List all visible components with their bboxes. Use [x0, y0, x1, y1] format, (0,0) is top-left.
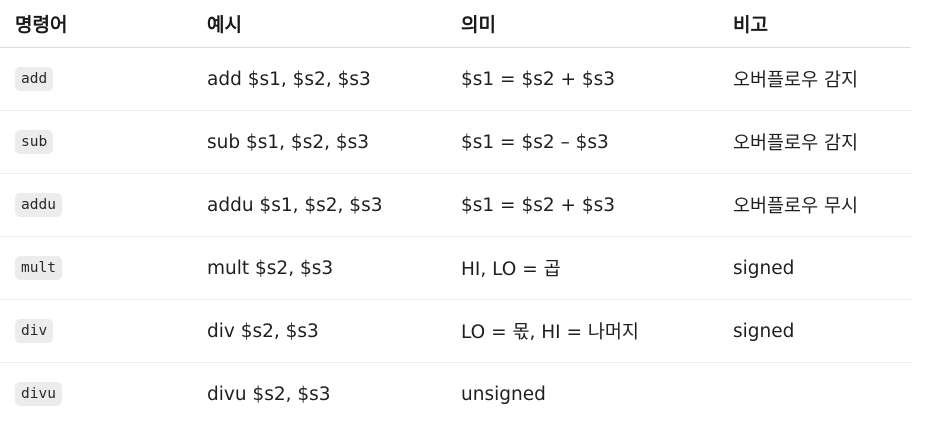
note-cell: 오버플로우 감지: [718, 111, 911, 174]
meaning-cell: LO = 몫, HI = 나머지: [446, 300, 718, 363]
header-note: 비고: [718, 0, 911, 48]
table-row: mult mult $s2, $s3 HI, LO = 곱 signed: [0, 237, 911, 300]
command-cell: sub: [0, 111, 192, 174]
table-row: divu divu $s2, $s3 unsigned: [0, 363, 911, 425]
table-row: sub sub $s1, $s2, $s3 $s1 = $s2 – $s3 오버…: [0, 111, 911, 174]
table-row: add add $s1, $s2, $s3 $s1 = $s2 + $s3 오버…: [0, 48, 911, 111]
command-cell: add: [0, 48, 192, 111]
command-cell: div: [0, 300, 192, 363]
command-code: add: [15, 67, 53, 91]
note-cell: signed: [718, 300, 911, 363]
header-command: 명령어: [0, 0, 192, 48]
header-example: 예시: [192, 0, 446, 48]
meaning-cell: $s1 = $s2 – $s3: [446, 111, 718, 174]
meaning-cell: $s1 = $s2 + $s3: [446, 174, 718, 237]
command-code: div: [15, 319, 53, 343]
command-code: sub: [15, 130, 53, 154]
meaning-cell: $s1 = $s2 + $s3: [446, 48, 718, 111]
command-cell: mult: [0, 237, 192, 300]
note-cell: 오버플로우 감지: [718, 48, 911, 111]
meaning-cell: HI, LO = 곱: [446, 237, 718, 300]
command-code: divu: [15, 382, 62, 406]
command-cell: divu: [0, 363, 192, 425]
note-cell: signed: [718, 237, 911, 300]
meaning-cell: unsigned: [446, 363, 718, 425]
example-cell: addu $s1, $s2, $s3: [192, 174, 446, 237]
example-cell: divu $s2, $s3: [192, 363, 446, 425]
header-meaning: 의미: [446, 0, 718, 48]
table-header-row: 명령어 예시 의미 비고: [0, 0, 911, 48]
example-cell: mult $s2, $s3: [192, 237, 446, 300]
example-cell: sub $s1, $s2, $s3: [192, 111, 446, 174]
command-cell: addu: [0, 174, 192, 237]
table-row: div div $s2, $s3 LO = 몫, HI = 나머지 signed: [0, 300, 911, 363]
command-code: mult: [15, 256, 62, 280]
instruction-table: 명령어 예시 의미 비고 add add $s1, $s2, $s3 $s1 =…: [0, 0, 911, 425]
note-cell: [718, 363, 911, 425]
example-cell: div $s2, $s3: [192, 300, 446, 363]
command-code: addu: [15, 193, 62, 217]
example-cell: add $s1, $s2, $s3: [192, 48, 446, 111]
table-row: addu addu $s1, $s2, $s3 $s1 = $s2 + $s3 …: [0, 174, 911, 237]
note-cell: 오버플로우 무시: [718, 174, 911, 237]
